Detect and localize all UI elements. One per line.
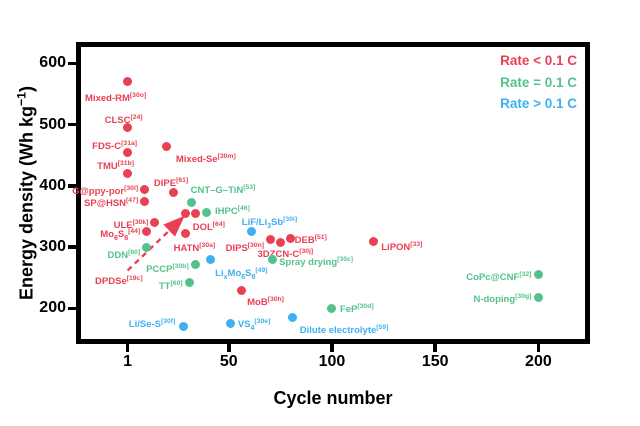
point-label-DIPS: DIPS[30n] bbox=[225, 241, 265, 255]
point-label-Mo6S8: Mo6S8[44] bbox=[100, 227, 141, 242]
point-label-FDS-C: FDS-C[31a] bbox=[92, 140, 138, 153]
x-tick-mark bbox=[536, 344, 541, 352]
data-point-IHPC bbox=[201, 208, 211, 218]
data-point-DDN bbox=[141, 242, 151, 252]
data-point-CLSC bbox=[123, 123, 133, 133]
data-point-LiPON bbox=[368, 236, 378, 246]
y-tick-label: 400 bbox=[39, 176, 66, 194]
data-point-DIPS bbox=[265, 235, 275, 245]
point-label-FeP: FeP[30d] bbox=[339, 303, 374, 316]
legend-entry-rate-lt: Rate < 0.1 C bbox=[500, 53, 577, 68]
data-point-VS4 bbox=[226, 318, 236, 328]
point-label-SP@HSN: SP@HSN[47] bbox=[84, 197, 139, 210]
data-point-3DZCN-C bbox=[275, 237, 285, 247]
point-label-G@ppy-por: G@ppy-por[30l] bbox=[72, 185, 139, 198]
x-tick-label: 100 bbox=[318, 353, 346, 370]
point-label-MoB: MoB[30h] bbox=[247, 296, 284, 309]
point-label-VS4: VS4[30e] bbox=[237, 318, 271, 333]
data-point-ULE bbox=[149, 218, 159, 228]
data-point-FeP bbox=[327, 303, 337, 313]
data-point-DEB bbox=[286, 233, 296, 243]
data-point-CoPc@CNF bbox=[533, 270, 543, 280]
data-point-N-doping bbox=[533, 292, 543, 302]
point-label-3DZCN-C: 3DZCN-C[30j] bbox=[257, 248, 314, 261]
point-label-Li/Se-S: Li/Se-S[30f] bbox=[128, 317, 176, 330]
y-axis-title: Energy density (Wh kg−1) bbox=[14, 86, 37, 300]
data-point-LixMo6S8 bbox=[205, 254, 215, 264]
x-tick-label: 50 bbox=[219, 353, 238, 370]
data-point-TMU bbox=[123, 169, 133, 179]
data-point-FDS-C bbox=[123, 147, 133, 157]
point-label-Mixed-RM: Mixed-RM[30o] bbox=[85, 91, 147, 104]
y-tick-mark bbox=[68, 122, 76, 127]
data-point-DOL bbox=[191, 209, 201, 219]
y-tick-label: 200 bbox=[39, 299, 66, 317]
point-label-CoPc@CNF: CoPc@CNF[32] bbox=[466, 270, 532, 283]
x-tick-label: 1 bbox=[123, 353, 133, 370]
point-label-PCCP: PCCP[30b] bbox=[146, 263, 189, 276]
point-label-Mixed-Se: Mixed-Se[30m] bbox=[175, 153, 236, 166]
point-label-DEB: DEB[51] bbox=[294, 234, 327, 247]
data-point-Dilute electrolyte bbox=[288, 313, 298, 323]
y-tick-mark bbox=[68, 306, 76, 311]
point-label-DIPE: DIPE[61] bbox=[153, 177, 189, 190]
data-point-CNT–G–TiN bbox=[187, 197, 197, 207]
point-label-LiF/Li3Sb: LiF/Li3Sb[30i] bbox=[241, 215, 298, 230]
x-tick-mark bbox=[125, 344, 130, 352]
data-point-PCCP bbox=[191, 259, 201, 269]
y-tick-label: 300 bbox=[39, 238, 66, 256]
point-label-HATN: HATN[30a] bbox=[173, 241, 216, 254]
point-label-CNT–G–TiN: CNT–G–TiN[53] bbox=[190, 184, 256, 197]
x-tick-mark bbox=[227, 344, 231, 352]
point-label-CLSC: CLSC[24] bbox=[104, 113, 143, 126]
y-tick-mark bbox=[68, 61, 76, 66]
x-tick-label: 200 bbox=[525, 353, 552, 370]
data-point-unlabeled bbox=[180, 209, 190, 219]
point-label-DPDSe: DPDSe[19c] bbox=[95, 275, 143, 288]
point-label-LiPON: LiPON[33] bbox=[381, 241, 423, 254]
point-label-TT: TT[60] bbox=[158, 280, 183, 293]
data-point-Mixed-RM bbox=[123, 77, 133, 87]
x-tick-mark bbox=[433, 344, 437, 352]
data-point-G@ppy-por bbox=[139, 184, 149, 194]
data-point-Mixed-Se bbox=[162, 141, 172, 151]
data-point-Mo6S8 bbox=[141, 227, 151, 237]
x-tick-mark bbox=[330, 344, 334, 352]
legend: Rate < 0.1 C Rate = 0.1 C Rate > 0.1 C bbox=[500, 50, 577, 115]
point-label-Dilute electrolyte: Dilute electrolyte[59] bbox=[299, 323, 389, 336]
point-label-DDN: DDN[60] bbox=[107, 249, 141, 262]
point-label-ULE: ULE[30k] bbox=[113, 218, 149, 231]
y-tick-mark bbox=[68, 184, 76, 188]
y-tick-mark bbox=[68, 245, 76, 249]
data-point-DIPE bbox=[168, 187, 178, 197]
y-tick-label: 600 bbox=[39, 54, 66, 72]
data-point-LiF/Li3Sb bbox=[246, 227, 256, 237]
point-label-Spray drying: Spray drying[30c] bbox=[279, 256, 354, 269]
point-label-IHPC: IHPC[46] bbox=[215, 204, 250, 218]
point-label-TMU: TMU[31b] bbox=[97, 159, 135, 172]
point-label-N-doping: N-doping[30g] bbox=[473, 293, 532, 306]
legend-entry-rate-eq: Rate = 0.1 C bbox=[500, 74, 577, 90]
data-point-HATN bbox=[180, 229, 190, 239]
data-point-MoB bbox=[236, 285, 246, 295]
x-axis-title: Cycle number bbox=[273, 388, 393, 408]
plot-frame bbox=[76, 42, 590, 344]
data-point-Li/Se-S bbox=[178, 322, 188, 332]
point-label-DOL: DOL[64] bbox=[192, 220, 225, 233]
y-tick-label: 500 bbox=[39, 115, 66, 133]
x-tick-label: 150 bbox=[421, 353, 449, 370]
point-label-LixMo6S8: LixMo6S8[49] bbox=[215, 267, 268, 282]
legend-entry-rate-gt: Rate > 0.1 C bbox=[500, 96, 577, 111]
data-point-TT bbox=[185, 277, 195, 287]
data-point-SP@HSN bbox=[139, 196, 149, 206]
data-point-Spray drying bbox=[267, 254, 277, 264]
